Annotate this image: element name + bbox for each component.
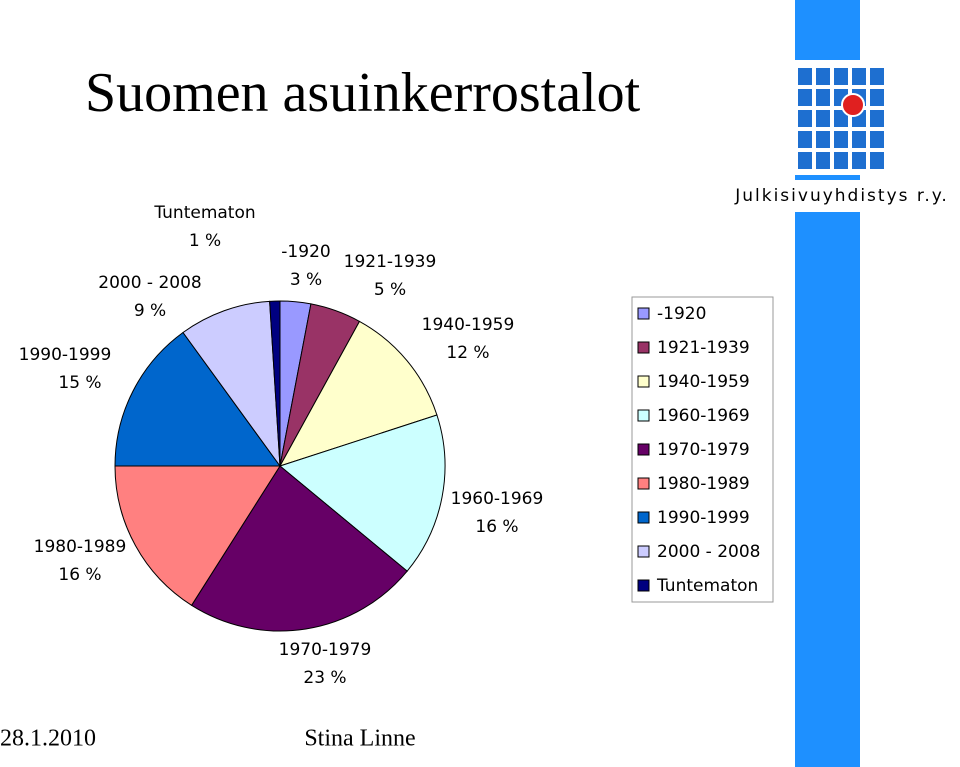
logo-square	[798, 68, 812, 85]
legend-swatch	[637, 375, 650, 388]
pie-slice	[269, 300, 281, 467]
logo-square	[852, 68, 866, 85]
legend-swatch	[637, 477, 650, 490]
legend-swatch	[637, 307, 650, 320]
logo-dot	[841, 93, 865, 117]
slice-category-label: -1920	[281, 242, 330, 262]
legend-label: Tuntematon	[656, 576, 758, 596]
logo-square	[852, 152, 866, 169]
legend-label: 1980-1989	[657, 474, 750, 494]
legend-swatch	[637, 341, 650, 354]
slice-value-label: 9 %	[134, 301, 166, 321]
logo-text-bg	[720, 180, 960, 212]
legend-label: 1921-1939	[657, 338, 750, 358]
logo-text: Julkisivuyhdistys r.y.	[734, 186, 949, 206]
logo-square	[870, 131, 884, 148]
legend-label: 1960-1969	[657, 406, 750, 426]
legend-label: 1940-1959	[657, 372, 750, 392]
slice-value-label: 15 %	[58, 373, 101, 393]
legend-label: -1920	[657, 304, 706, 324]
legend-swatch	[637, 545, 650, 558]
slice-category-label: 1980-1989	[34, 537, 127, 557]
logo-square	[816, 152, 830, 169]
slide-title: Suomen asuinkerrostalot	[85, 62, 641, 124]
logo-square	[798, 110, 812, 127]
pie-slice	[182, 300, 281, 468]
pie-slice	[278, 414, 446, 572]
slice-value-label: 3 %	[290, 270, 322, 290]
legend-swatch	[637, 443, 650, 456]
logo-square	[834, 131, 848, 148]
legend-box	[631, 296, 774, 603]
logo-square	[834, 68, 848, 85]
slice-value-label: 16 %	[58, 565, 101, 585]
logo-square	[798, 131, 812, 148]
logo-square	[834, 152, 848, 169]
pie-slice	[114, 331, 281, 467]
legend-label: 1990-1999	[657, 508, 750, 528]
logo-square	[816, 110, 830, 127]
slice-value-label: 23 %	[303, 668, 346, 688]
slice-value-label: 16 %	[475, 517, 518, 537]
logo-square	[870, 68, 884, 85]
legend-swatch	[637, 579, 650, 592]
logo-square	[870, 152, 884, 169]
logo-square	[798, 89, 812, 106]
footer-date: 28.1.2010	[0, 726, 96, 752]
pie-slice	[114, 465, 281, 607]
logo	[798, 68, 884, 169]
logo-square	[852, 131, 866, 148]
footer-author: Stina Linne	[304, 726, 415, 752]
logo-square	[834, 110, 848, 127]
logo-square	[816, 68, 830, 85]
slice-category-label: 2000 - 2008	[98, 273, 201, 293]
slice-category-label: 1960-1969	[451, 489, 544, 509]
logo-square	[816, 131, 830, 148]
pie-slice	[190, 465, 408, 632]
slice-value-label: 5 %	[374, 280, 406, 300]
slice-category-label: 1940-1959	[422, 315, 515, 335]
logo-square	[798, 152, 812, 169]
slice-value-label: 1 %	[189, 231, 221, 251]
slice-value-label: 12 %	[446, 343, 489, 363]
logo-square	[870, 110, 884, 127]
slice-category-label: Tuntematon	[153, 203, 255, 223]
slice-category-label: 1921-1939	[344, 252, 437, 272]
legend-label: 2000 - 2008	[657, 542, 760, 562]
slice-category-label: 1970-1979	[279, 640, 372, 660]
pie-slice	[278, 320, 438, 467]
legend-swatch	[637, 409, 650, 422]
legend-label: 1970-1979	[657, 440, 750, 460]
legend-swatch	[637, 511, 650, 524]
logo-square	[816, 89, 830, 106]
slice-category-label: 1990-1999	[19, 345, 112, 365]
logo-square	[870, 89, 884, 106]
